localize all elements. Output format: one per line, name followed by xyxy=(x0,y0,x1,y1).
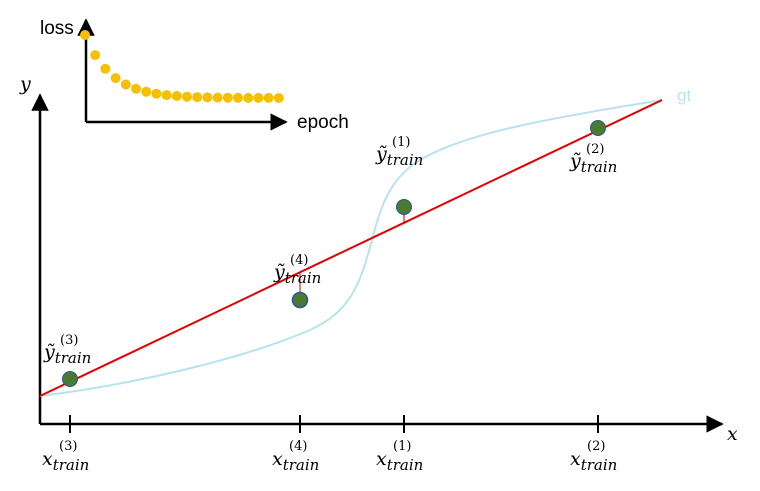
data-point-3 xyxy=(62,371,78,387)
gt-label: gt xyxy=(677,86,691,105)
loss-point xyxy=(182,91,192,102)
data-point-1 xyxy=(396,199,412,215)
y-axis-label: y xyxy=(19,73,31,95)
loss-inset: loss epoch xyxy=(40,18,349,133)
loss-point xyxy=(110,73,121,84)
loss-point xyxy=(90,50,101,61)
point-label-1: ỹtrain(1) xyxy=(375,135,423,169)
loss-point xyxy=(171,91,182,101)
point-label-4: ỹtrain(4) xyxy=(273,253,321,287)
loss-point xyxy=(253,92,264,103)
main-axes: y x xyxy=(19,73,738,445)
data-point-4 xyxy=(291,291,309,309)
loss-point xyxy=(273,93,284,103)
x-axis-label: x xyxy=(727,423,738,445)
x-tick-label-3: xtrain(3) xyxy=(42,439,89,474)
point-label-2: ỹtrain(2) xyxy=(569,142,617,176)
point-label-3: ỹtrain(3) xyxy=(43,333,91,367)
loss-point xyxy=(141,86,152,97)
inset-x-label: epoch xyxy=(297,112,349,133)
loss-point xyxy=(233,92,243,103)
fit-line xyxy=(39,99,663,397)
loss-point xyxy=(202,92,213,103)
loss-points xyxy=(80,30,284,103)
loss-point xyxy=(243,92,254,103)
gt-curve xyxy=(39,99,663,397)
loss-point xyxy=(100,63,111,74)
loss-point xyxy=(80,30,90,40)
loss-point xyxy=(161,90,172,101)
data-point-2 xyxy=(590,120,606,136)
x-tick-label-4: xtrain(4) xyxy=(272,439,319,474)
loss-point xyxy=(151,88,162,99)
loss-point xyxy=(212,92,223,103)
inset-y-label: loss xyxy=(40,18,74,39)
x-tick-label-1: xtrain(1) xyxy=(376,439,423,474)
loss-point xyxy=(192,92,203,103)
loss-point xyxy=(120,79,131,90)
loss-point xyxy=(131,83,141,94)
loss-point xyxy=(222,92,233,103)
x-tick-label-2: xtrain(2) xyxy=(570,439,617,474)
loss-point xyxy=(263,92,274,103)
